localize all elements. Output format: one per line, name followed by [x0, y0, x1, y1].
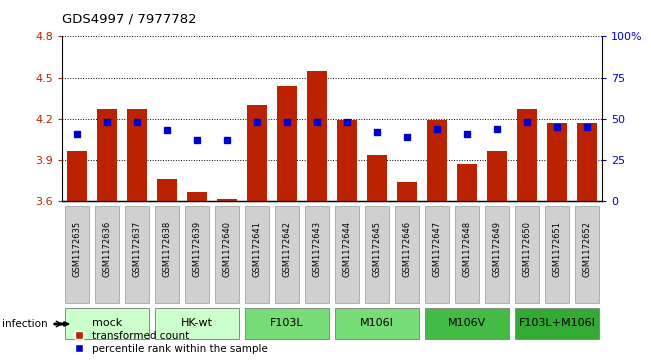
FancyBboxPatch shape [365, 206, 389, 302]
FancyBboxPatch shape [575, 206, 600, 302]
Text: HK-wt: HK-wt [181, 318, 213, 328]
FancyBboxPatch shape [485, 206, 510, 302]
FancyBboxPatch shape [124, 206, 149, 302]
FancyBboxPatch shape [335, 309, 419, 339]
Bar [577, 123, 597, 201]
Text: infection: infection [2, 319, 48, 329]
Text: GSM1172635: GSM1172635 [72, 221, 81, 277]
Text: GSM1172636: GSM1172636 [102, 221, 111, 277]
FancyBboxPatch shape [245, 206, 270, 302]
Bar [97, 109, 117, 201]
Bar [547, 123, 567, 201]
FancyBboxPatch shape [94, 206, 119, 302]
Text: GSM1172638: GSM1172638 [162, 221, 171, 277]
Bar [337, 120, 357, 201]
Text: mock: mock [92, 318, 122, 328]
FancyBboxPatch shape [545, 206, 570, 302]
Text: GSM1172649: GSM1172649 [493, 221, 502, 277]
FancyBboxPatch shape [275, 206, 299, 302]
Text: GSM1172641: GSM1172641 [253, 221, 262, 277]
Bar [217, 199, 237, 201]
Text: M106I: M106I [360, 318, 394, 328]
Bar [307, 71, 327, 201]
FancyBboxPatch shape [424, 206, 449, 302]
Bar [127, 109, 146, 201]
Text: GSM1172639: GSM1172639 [193, 221, 201, 277]
FancyBboxPatch shape [305, 206, 329, 302]
Text: GSM1172642: GSM1172642 [283, 221, 292, 277]
FancyBboxPatch shape [154, 206, 179, 302]
Bar [157, 179, 176, 201]
Text: F103L+M106I: F103L+M106I [519, 318, 596, 328]
Legend: transformed count, percentile rank within the sample: transformed count, percentile rank withi… [74, 331, 268, 354]
Bar [367, 155, 387, 201]
FancyBboxPatch shape [424, 309, 510, 339]
Text: GSM1172647: GSM1172647 [432, 221, 441, 277]
FancyBboxPatch shape [515, 206, 540, 302]
Bar [427, 120, 447, 201]
FancyBboxPatch shape [395, 206, 419, 302]
Text: GSM1172648: GSM1172648 [463, 221, 471, 277]
Text: GSM1172637: GSM1172637 [132, 221, 141, 277]
FancyBboxPatch shape [455, 206, 479, 302]
FancyBboxPatch shape [335, 206, 359, 302]
FancyBboxPatch shape [515, 309, 600, 339]
Text: GSM1172640: GSM1172640 [223, 221, 232, 277]
Text: GSM1172646: GSM1172646 [402, 221, 411, 277]
Text: GDS4997 / 7977782: GDS4997 / 7977782 [62, 13, 197, 26]
Text: GSM1172652: GSM1172652 [583, 221, 592, 277]
Text: GSM1172644: GSM1172644 [342, 221, 352, 277]
FancyBboxPatch shape [245, 309, 329, 339]
FancyBboxPatch shape [215, 206, 240, 302]
Bar [187, 192, 206, 201]
FancyBboxPatch shape [64, 206, 89, 302]
Text: M106V: M106V [448, 318, 486, 328]
Bar [277, 86, 297, 201]
Text: GSM1172650: GSM1172650 [523, 221, 532, 277]
Bar [518, 109, 537, 201]
Text: GSM1172651: GSM1172651 [553, 221, 562, 277]
Bar [247, 105, 267, 201]
FancyBboxPatch shape [185, 206, 209, 302]
Bar [397, 182, 417, 201]
Text: F103L: F103L [270, 318, 304, 328]
FancyBboxPatch shape [64, 309, 149, 339]
Text: GSM1172645: GSM1172645 [372, 221, 381, 277]
Text: GSM1172643: GSM1172643 [312, 221, 322, 277]
Bar [488, 151, 507, 201]
Bar [458, 164, 477, 201]
Bar [67, 151, 87, 201]
FancyBboxPatch shape [154, 309, 240, 339]
